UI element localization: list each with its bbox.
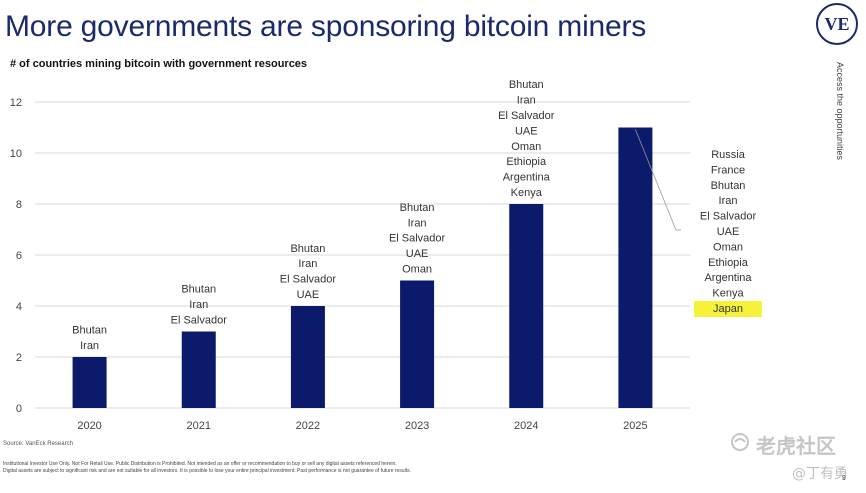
source-note: Source: VanEck Research bbox=[3, 441, 73, 447]
y-tick-label: 12 bbox=[10, 97, 22, 109]
tiger-watermark-icon bbox=[731, 433, 749, 451]
bar-country-label: Iran bbox=[719, 195, 738, 207]
bar-country-label: Japan bbox=[713, 303, 743, 315]
bar-2024 bbox=[509, 204, 544, 408]
highlight-box bbox=[694, 301, 762, 317]
bar-country-label: Oman bbox=[511, 141, 541, 153]
bar-country-label: UAE bbox=[297, 289, 320, 301]
bar-country-label: Bhutan bbox=[181, 284, 216, 296]
y-tick-label: 10 bbox=[10, 148, 22, 160]
bar-2021 bbox=[181, 331, 216, 408]
bar-country-label: Iran bbox=[80, 340, 99, 352]
bar-country-label: Bhutan bbox=[509, 79, 544, 91]
y-tick-label: 0 bbox=[16, 403, 22, 415]
bar-country-label: El Salvador bbox=[700, 211, 757, 223]
watermark-user: @丁有勇 bbox=[792, 466, 848, 482]
bar-country-label: Iran bbox=[408, 217, 427, 229]
side-tagline: Access the opportunities bbox=[835, 62, 845, 161]
bar-country-label: El Salvador bbox=[389, 233, 446, 245]
y-tick-label: 4 bbox=[16, 301, 22, 313]
bar-country-label: UAE bbox=[717, 226, 740, 238]
bar-country-label: Iran bbox=[189, 299, 208, 311]
x-tick-label: 2020 bbox=[77, 420, 101, 432]
disclaimer: Institutional Investor Use Only. Not For… bbox=[3, 461, 411, 475]
bar-country-label: Argentina bbox=[704, 272, 752, 284]
y-tick-label: 2 bbox=[16, 352, 22, 364]
x-tick-label: 2021 bbox=[187, 420, 211, 432]
bar-country-label: Bhutan bbox=[290, 243, 325, 255]
bar-country-label: Kenya bbox=[511, 187, 543, 199]
y-tick-label: 8 bbox=[16, 199, 22, 211]
bar-country-label: France bbox=[711, 164, 745, 176]
x-tick-label: 2024 bbox=[514, 420, 538, 432]
bar-chart: 0 2 4 6 8 10 12 2020 Bhutan Iran 2021 Bhutan Iran El … bbox=[10, 79, 762, 432]
bar-country-label: UAE bbox=[406, 248, 429, 260]
bar-2022 bbox=[290, 306, 325, 408]
bar-country-label: Russia bbox=[711, 149, 746, 161]
chart-title: # of countries mining bitcoin with gover… bbox=[10, 58, 308, 70]
disclaimer-line-1: Institutional Investor Use Only. Not For… bbox=[3, 461, 397, 467]
bar-2025 bbox=[618, 127, 653, 408]
bar-country-label: Oman bbox=[713, 241, 743, 253]
bar-2020 bbox=[72, 357, 107, 408]
x-tick-label: 2025 bbox=[623, 420, 647, 432]
bar-country-label: El Salvador bbox=[498, 110, 555, 122]
bar-country-label: UAE bbox=[515, 125, 538, 137]
leader-line bbox=[635, 129, 677, 231]
bar-country-label: Bhutan bbox=[711, 180, 746, 192]
page-number: 9 bbox=[842, 475, 846, 482]
x-tick-label: 2022 bbox=[296, 420, 320, 432]
bar-2023 bbox=[400, 280, 435, 408]
bar-country-label: Iran bbox=[298, 258, 317, 270]
bar-country-label: El Salvador bbox=[171, 315, 228, 327]
bar-country-label: El Salvador bbox=[280, 274, 337, 286]
bar-country-label: Bhutan bbox=[72, 325, 107, 337]
bar-country-label: Ethiopia bbox=[708, 257, 749, 269]
y-tick-label: 6 bbox=[16, 250, 22, 262]
bar-country-label: Oman bbox=[402, 264, 432, 276]
bar-country-label: Ethiopia bbox=[506, 156, 547, 168]
disclaimer-line-2: Digital assets are subject to significan… bbox=[3, 468, 411, 474]
vaneck-logo: VE bbox=[816, 3, 858, 45]
bar-country-label: Bhutan bbox=[400, 202, 435, 214]
x-tick-label: 2023 bbox=[405, 420, 429, 432]
bar-country-label: Kenya bbox=[712, 288, 744, 300]
slide-title: More governments are sponsoring bitcoin … bbox=[5, 10, 647, 43]
watermark-text: 老虎社区 bbox=[756, 434, 836, 458]
bar-country-label: Iran bbox=[517, 95, 536, 107]
bar-country-label: Argentina bbox=[503, 172, 551, 184]
